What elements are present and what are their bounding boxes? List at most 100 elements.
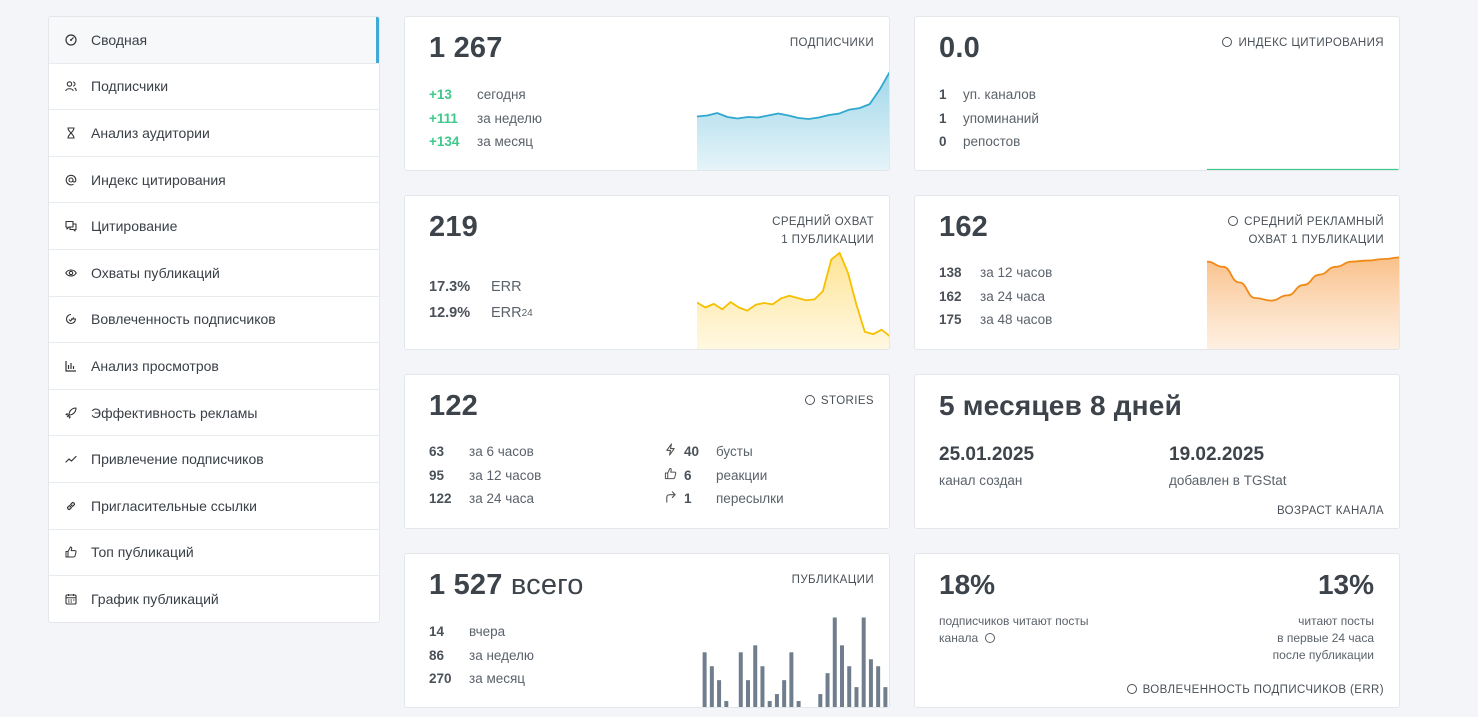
question-icon[interactable]	[1126, 684, 1137, 694]
quote-icon	[65, 220, 77, 232]
link-icon	[65, 500, 77, 512]
sidebar-item[interactable]: Вовлеченность подписчиков	[49, 297, 379, 344]
sidebar-item-label: Пригласительные ссылки	[91, 497, 257, 514]
stat-row: 17.3% ERR	[429, 278, 522, 296]
stat-label: за 12 часов	[980, 264, 1053, 280]
subscribers-card[interactable]: 1 267 ПОДПИСЧИКИ +13 сегодня +111 за недел…	[404, 16, 890, 171]
stat-row: 138 за 12 часов	[939, 263, 1052, 281]
hourglass-icon	[65, 127, 77, 139]
question-icon[interactable]	[1222, 37, 1233, 47]
stat-label: вчера	[469, 623, 506, 639]
trend-icon	[65, 453, 77, 465]
chart-bar	[868, 659, 873, 707]
channel-age-value: 5 месяцев 8 дней	[939, 390, 1182, 421]
chart-bar	[774, 694, 779, 707]
chart-bar	[738, 652, 743, 707]
reach-value: 219	[429, 211, 478, 243]
question-icon[interactable]	[804, 395, 815, 405]
chart-bar	[811, 707, 815, 708]
ad-reach-title-line1: СРЕДНИЙ РЕКЛАМНЫЙ	[1228, 213, 1384, 231]
stat-label: упоминаний	[963, 110, 1039, 126]
ad-reach-title: СРЕДНИЙ РЕКЛАМНЫЙ ОХВАТ 1 ПУБЛИКАЦИИ	[1228, 213, 1384, 249]
stat-value: 86	[429, 647, 445, 663]
sidebar-item[interactable]: График публикаций	[49, 576, 379, 622]
stat-label: за 12 часов	[469, 467, 542, 483]
chart-bar	[804, 707, 808, 708]
stat-label: пересылки	[716, 490, 784, 506]
sidebar-item[interactable]: Индекс цитирования	[49, 157, 379, 204]
calendar-icon	[65, 593, 77, 605]
ad-reach-title-line2: ОХВАТ 1 ПУБЛИКАЦИИ	[1248, 234, 1384, 246]
publications-card[interactable]: 1 527 всего ПУБЛИКАЦИИ 14 вчера 86 за неде…	[404, 553, 890, 708]
chart-bar	[753, 645, 758, 707]
stat-label: за 48 часов	[980, 311, 1053, 327]
channel-age-card[interactable]: 5 месяцев 8 дней 25.01.2025 канал создан…	[914, 374, 1400, 529]
question-icon[interactable]	[1228, 216, 1239, 226]
stat-value: 162	[939, 288, 962, 304]
engagement-left-line2: канала	[939, 631, 979, 645]
stat-value: 17.3%	[429, 279, 471, 295]
sidebar-item-label: Сводная	[91, 31, 148, 48]
stat-label: за 6 часов	[469, 443, 534, 459]
stat-label: ERR	[491, 305, 522, 321]
sidebar-item[interactable]: Привлечение подписчиков	[49, 436, 379, 483]
publications-title: ПУБЛИКАЦИИ	[791, 574, 874, 586]
stat-label: сегодня	[477, 86, 526, 102]
chart-bar	[796, 701, 801, 707]
stat-row: 122 за 24 часа	[429, 489, 534, 507]
reach-card[interactable]: 219 СРЕДНИЙ ОХВАТ 1 ПУБЛИКАЦИИ 17.3% ERR 1…	[404, 195, 890, 350]
sidebar-item[interactable]: Цитирование	[49, 203, 379, 250]
stat-row: 0 репостов	[939, 132, 1020, 150]
stat-value: +111	[429, 110, 458, 126]
engagement-left-line2-wrap: канала	[939, 630, 1089, 647]
stat-label: ERR	[491, 279, 522, 295]
reach-title: СРЕДНИЙ ОХВАТ 1 ПУБЛИКАЦИИ	[772, 213, 874, 249]
stat-label: уп. каналов	[963, 86, 1036, 102]
sidebar-item[interactable]: Пригласительные ссылки	[49, 483, 379, 530]
chart-bar	[876, 666, 881, 707]
stat-row: 86 за неделю	[429, 646, 534, 664]
chart-bar	[746, 680, 750, 707]
engagement-right-pct: 13%	[1317, 569, 1374, 600]
chart-bar	[717, 680, 722, 707]
engagement-right-line1: читают посты	[1298, 614, 1374, 628]
chart-bar	[709, 666, 714, 707]
engagement-card[interactable]: 18% подписчиков читают посты канала 13% …	[914, 553, 1400, 708]
citation-card[interactable]: 0.0 ИНДЕКС ЦИТИРОВАНИЯ 1 уп. каналов 1 упо…	[914, 16, 1400, 171]
sidebar-item[interactable]: Эффективность рекламы	[49, 390, 379, 437]
engagement-left-pct: 18%	[939, 569, 996, 600]
stat-label: бусты	[716, 443, 753, 459]
chart-bar	[825, 673, 830, 707]
at-icon	[65, 174, 77, 186]
engagement-left-line1: подписчиков читают посты	[939, 614, 1089, 628]
stat-row: 6 реакции	[664, 466, 767, 484]
question-icon[interactable]	[984, 633, 995, 643]
share-icon	[664, 490, 684, 506]
stat-value: 6	[684, 467, 692, 483]
sidebar-item[interactable]: Топ публикаций	[49, 530, 379, 577]
sidebar-item[interactable]: Сводная	[49, 17, 379, 64]
stat-value: 40	[684, 443, 700, 459]
rocket-icon	[65, 406, 77, 419]
chart-bar	[818, 694, 823, 707]
reach-chart	[697, 251, 889, 349]
citation-value: 0.0	[939, 32, 980, 64]
stat-value: 12.9%	[429, 305, 471, 321]
stat-row: 95 за 12 часов	[429, 466, 541, 484]
sidebar-item[interactable]: Анализ аудитории	[49, 110, 379, 157]
citation-chart	[1207, 168, 1399, 170]
sidebar-item[interactable]: Охваты публикаций	[49, 250, 379, 297]
publications-chart	[702, 617, 888, 708]
stat-row: 12.9% ERR 24	[429, 304, 533, 322]
bar-chart-icon	[65, 360, 77, 372]
chart-bar	[724, 701, 729, 707]
sidebar-item[interactable]: Подписчики	[49, 64, 379, 111]
stat-value: 95	[429, 467, 445, 483]
ad-reach-title-text: СРЕДНИЙ РЕКЛАМНЫЙ	[1244, 216, 1384, 228]
chart-bar	[883, 687, 888, 707]
sidebar-item[interactable]: Анализ просмотров	[49, 343, 379, 390]
stories-card[interactable]: 122 STORIES 63 за 6 часов 95 за 12 часов 1…	[404, 374, 890, 529]
ad-reach-card[interactable]: 162 СРЕДНИЙ РЕКЛАМНЫЙ ОХВАТ 1 ПУБЛИКАЦИИ …	[914, 195, 1400, 350]
added-label: добавлен в TGStat	[1169, 473, 1287, 488]
publications-count: 1 527	[429, 569, 503, 601]
